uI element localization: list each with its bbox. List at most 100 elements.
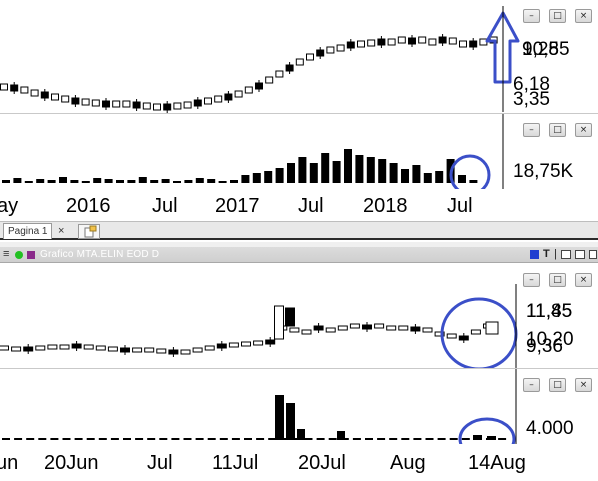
tab-close-icon[interactable]: × [58, 225, 65, 237]
candle-body [265, 339, 276, 345]
candle-body [224, 93, 233, 101]
candle-body [241, 341, 251, 347]
price-label-mid: 6,18 [513, 74, 550, 95]
candle-body [95, 345, 106, 351]
maximize-button[interactable]: □ [549, 123, 566, 137]
candle-body [163, 103, 172, 111]
candle-body [40, 91, 49, 99]
date-label: 2016 [66, 195, 111, 217]
volume-bar [264, 171, 273, 183]
volume-bar [110, 438, 119, 440]
candle-body [59, 344, 70, 350]
volume-bar [219, 438, 228, 440]
volume-bar [150, 180, 159, 183]
date-label: un [0, 452, 19, 474]
volume-bar [159, 438, 168, 440]
price-label-low: 3,35 [513, 89, 550, 110]
volume-bar [241, 175, 250, 183]
volume-bar [401, 438, 410, 440]
candle-body [265, 76, 274, 84]
candle-body [325, 327, 336, 333]
volume-bar [332, 161, 341, 183]
volume-bar [297, 429, 305, 440]
candle-body [316, 49, 325, 57]
price-label-high: 11,85 [526, 301, 573, 322]
chart-window-titlebar[interactable]: ≡ Grafico MTA.ELIN EOD D T | [0, 247, 598, 263]
close-button[interactable]: × [575, 378, 592, 392]
volume-bar [275, 395, 284, 440]
candle-body [234, 90, 243, 98]
volume-bar [86, 438, 95, 440]
volume-bar [184, 180, 193, 183]
top-date-axis: ay 2016 Jul 2017 Jul 2018 Jul [0, 189, 598, 221]
volume-bar [280, 438, 289, 440]
date-label: 2017 [215, 195, 260, 217]
candle-body [112, 100, 121, 108]
tab-pagina-1[interactable]: Pagina 1 [3, 223, 53, 239]
candle-body [47, 344, 58, 350]
blue-swatch-icon[interactable] [530, 250, 539, 259]
window-tool-icon[interactable] [589, 250, 597, 259]
volume-bar [321, 153, 330, 183]
volume-bar [304, 438, 313, 440]
minimize-button[interactable]: – [523, 273, 540, 287]
candle-body [349, 323, 360, 329]
price-label-high: 10,85 [522, 39, 570, 60]
volume-bar [38, 438, 47, 440]
volume-bar [365, 438, 373, 440]
candle-body [367, 39, 376, 47]
price-label-low: 9,36 [526, 336, 563, 357]
menu-icon[interactable]: ≡ [3, 248, 10, 260]
close-button[interactable]: × [575, 273, 592, 287]
close-button[interactable]: × [575, 9, 592, 23]
volume-bar [138, 177, 147, 183]
candle-body [142, 102, 151, 110]
window-tool-icon[interactable] [575, 250, 585, 259]
close-button[interactable]: × [575, 123, 592, 137]
candle-body [398, 325, 409, 331]
candle-body [470, 329, 481, 335]
volume-bar [256, 438, 265, 440]
volume-bar [389, 438, 398, 440]
volume-bar [275, 168, 284, 183]
line-tool-icon[interactable]: | [554, 248, 557, 260]
text-tool-icon[interactable]: T [543, 248, 550, 260]
volume-bar [161, 179, 170, 183]
minimize-button[interactable]: – [523, 9, 540, 23]
box-tool-icon[interactable] [561, 250, 571, 259]
bottom-volume-chart [2, 369, 517, 444]
candle-body [295, 58, 304, 66]
candle-body [192, 347, 203, 353]
volume-bar [461, 438, 470, 440]
candle-body [244, 86, 253, 94]
candle-body [122, 100, 131, 108]
volume-bar [437, 438, 446, 440]
volume-bar [195, 178, 204, 183]
candle-body [362, 324, 372, 330]
candle-body [374, 323, 385, 329]
volume-bar [173, 181, 181, 183]
candle-body [434, 331, 445, 337]
top-price-panel: 10,85 9,25 6,18 3,35 – □ × [0, 0, 598, 113]
date-label: Jul [298, 195, 324, 217]
minimize-button[interactable]: – [523, 378, 540, 392]
candle-body [306, 53, 314, 61]
volume-bar [252, 173, 261, 183]
candle-body [337, 325, 348, 331]
color-swatch-icon[interactable] [27, 251, 35, 259]
volume-bar [487, 436, 496, 440]
candle-body [458, 335, 469, 341]
candle-body [120, 347, 130, 353]
maximize-button[interactable]: □ [549, 273, 566, 287]
new-tab-icon[interactable] [78, 224, 100, 239]
candle-body [83, 344, 94, 350]
volume-bar [207, 179, 216, 183]
volume-bar [292, 438, 301, 440]
candle-body [397, 36, 406, 44]
volume-bar [366, 157, 375, 183]
price-label-mid: 10,20 [526, 329, 574, 350]
minimize-button[interactable]: – [523, 123, 540, 137]
maximize-button[interactable]: □ [549, 9, 566, 23]
maximize-button[interactable]: □ [549, 378, 566, 392]
volume-bar [50, 438, 59, 440]
